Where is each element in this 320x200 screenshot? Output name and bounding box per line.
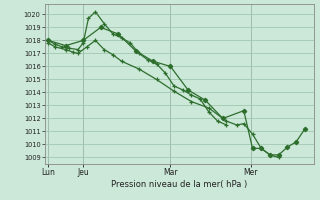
X-axis label: Pression niveau de la mer( hPa ): Pression niveau de la mer( hPa ) xyxy=(111,180,247,189)
